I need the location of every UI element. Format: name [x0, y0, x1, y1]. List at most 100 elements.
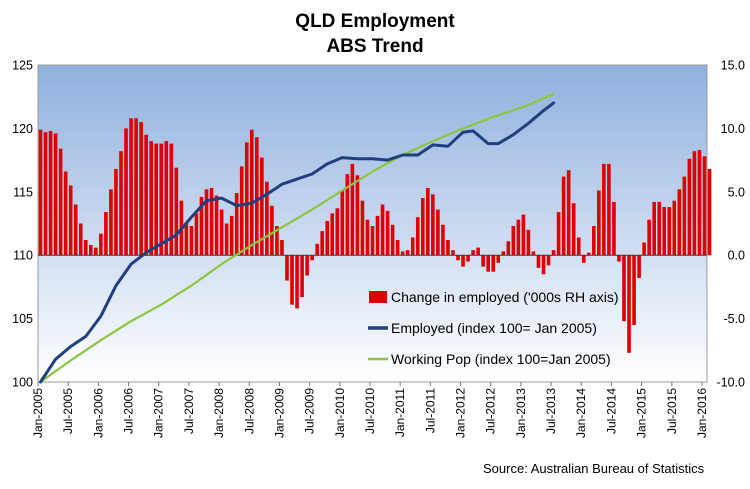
bar: [38, 129, 43, 256]
bar: [607, 163, 611, 256]
employed-line: [39, 101, 556, 384]
line-series: [39, 93, 556, 384]
x-tick-label: Jul-2014: [604, 388, 618, 434]
bar: [375, 215, 380, 256]
bar: [390, 224, 395, 256]
x-tick-label: Jan-2007: [152, 388, 166, 438]
bar: [295, 255, 299, 309]
bar: [506, 241, 511, 256]
bar: [199, 196, 204, 256]
bar: [355, 175, 360, 256]
bar: [360, 200, 365, 256]
x-tick-label: Jul-2012: [484, 388, 498, 434]
bar: [436, 209, 440, 256]
bar: [592, 226, 596, 256]
bar: [516, 219, 521, 256]
left-tick-label: 110: [13, 249, 33, 263]
bar: [446, 239, 450, 256]
bar: [541, 255, 546, 275]
bar: [169, 143, 174, 256]
bar: [134, 118, 138, 256]
bar: [501, 251, 506, 256]
bar: [561, 176, 566, 256]
bar: [159, 143, 164, 256]
bar: [456, 255, 460, 261]
bar: [189, 226, 194, 256]
bar: [204, 189, 209, 256]
bar: [581, 255, 586, 263]
bar: [526, 229, 531, 256]
x-tick-label: Jan-2013: [514, 388, 528, 438]
x-axis: Jan-2005 Jul-2005 Jan-2006 Jul-2006 Jan-2007…: [31, 382, 709, 438]
x-tick-label: Jul-2009: [303, 388, 317, 434]
plot-area: [37, 64, 708, 383]
chart-subtitle: ABS Trend: [326, 36, 423, 57]
x-tick-label: Jan-2011: [393, 388, 407, 437]
left-tick-label: 120: [12, 122, 33, 136]
bar: [89, 245, 93, 256]
bar: [58, 148, 63, 256]
bar: [602, 163, 606, 256]
bar: [43, 132, 48, 256]
bar: [546, 255, 551, 266]
bar: [209, 188, 214, 256]
bar: [576, 237, 581, 256]
x-tick-label: Jul-2010: [363, 388, 377, 434]
bar: [551, 250, 556, 256]
x-tick-label: Jul-2013: [544, 388, 558, 434]
right-tick-label: 15.0: [721, 59, 745, 73]
bar: [461, 255, 465, 267]
bar: [184, 223, 189, 256]
x-tick-label: Jul-2015: [665, 388, 679, 434]
bar: [571, 203, 576, 256]
x-tick-label: Jan-2016: [695, 388, 709, 438]
bar: [481, 255, 485, 267]
bar: [617, 255, 621, 262]
bar: [385, 210, 390, 256]
bar: [239, 166, 244, 256]
right-tick-label: -10.0: [717, 376, 746, 390]
bar: [124, 128, 128, 256]
bar: [83, 239, 88, 256]
x-tick-label: Jul-2006: [122, 388, 136, 434]
bar: [612, 201, 616, 256]
bar: [496, 255, 501, 263]
bar: [109, 189, 113, 256]
bar: [566, 170, 571, 256]
bar: [511, 226, 516, 256]
x-tick-label: Jan-2014: [574, 388, 588, 438]
left-axis: 100 105 110 115 120 125: [12, 59, 33, 390]
bar: [521, 214, 526, 256]
bar: [219, 209, 224, 256]
x-tick-label: Jan-2008: [212, 388, 226, 438]
bar: [68, 185, 73, 256]
bar: [73, 204, 78, 256]
left-tick-label: 115: [13, 185, 33, 199]
bar: [405, 250, 410, 256]
bar: [305, 255, 309, 276]
chart-title: QLD Employment: [295, 11, 455, 32]
x-tick-label: Jan-2005: [31, 388, 45, 438]
bar: [365, 219, 370, 256]
bar: [431, 194, 435, 256]
legend: Change in employed ('000s RH axis) Emplo…: [368, 289, 619, 367]
bar: [335, 208, 340, 256]
right-tick-label: 5.0: [728, 185, 745, 199]
right-tick-label: 0.0: [728, 249, 745, 263]
bar: [410, 237, 415, 256]
bar: [697, 149, 702, 256]
bar: [536, 255, 541, 268]
bar: [265, 181, 269, 256]
bar: [682, 176, 687, 256]
bar: [441, 224, 445, 256]
x-tick-label: Jul-2008: [242, 388, 256, 434]
bar: [99, 233, 103, 256]
bar: [224, 223, 229, 256]
bar: [300, 255, 304, 298]
bar: [174, 167, 179, 256]
bar: [260, 157, 264, 256]
bar: [144, 134, 148, 256]
bar: [677, 189, 682, 256]
bar: [415, 217, 420, 256]
